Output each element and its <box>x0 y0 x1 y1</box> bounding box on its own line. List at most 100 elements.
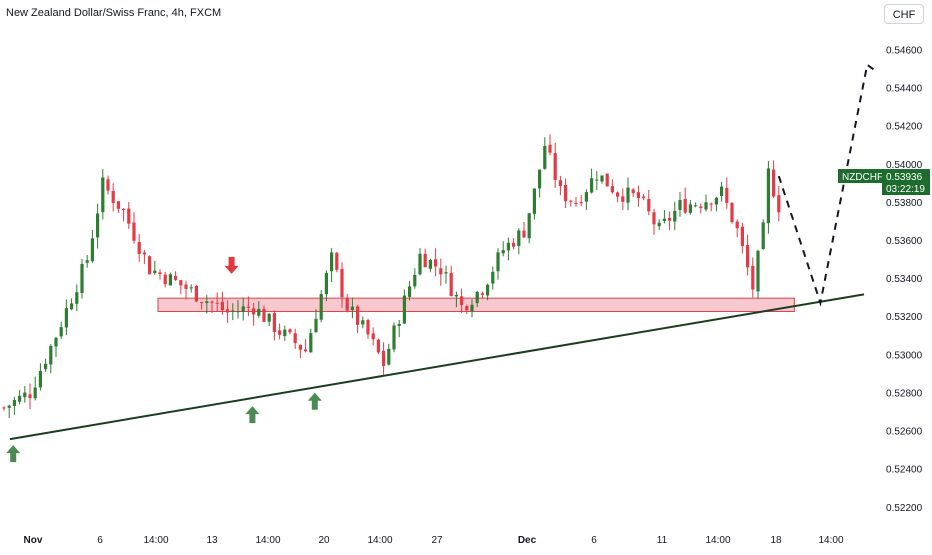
candle-body <box>267 313 271 322</box>
candle-body <box>174 275 178 280</box>
candle-body <box>158 272 162 275</box>
candle-body <box>127 208 131 224</box>
candle-body <box>657 222 661 227</box>
candle-body <box>574 202 578 204</box>
candle-body <box>309 333 313 353</box>
projection-path <box>777 63 879 307</box>
candle-body <box>704 202 708 210</box>
candle-body <box>111 190 115 204</box>
candle-body <box>647 198 651 212</box>
candle-body <box>725 187 729 203</box>
candle-body <box>735 221 739 229</box>
candle-body <box>200 302 204 304</box>
x-tick-label: 27 <box>431 535 443 546</box>
candle-body <box>122 209 126 211</box>
candle-body <box>44 363 48 370</box>
candle-body <box>423 253 427 268</box>
candle-body <box>314 318 318 333</box>
x-tick-label: Dec <box>518 535 537 546</box>
candle-body <box>746 244 750 268</box>
y-tick-label: 0.53600 <box>886 236 923 247</box>
candle-body <box>616 192 620 197</box>
candle-body <box>392 325 396 350</box>
candle-body <box>579 202 583 204</box>
candle-body <box>33 387 37 399</box>
candle-body <box>595 179 599 181</box>
candle-body <box>564 184 568 202</box>
candle-body <box>527 213 531 239</box>
x-tick-label: 20 <box>318 535 330 546</box>
candle-body <box>543 146 547 169</box>
candle-body <box>449 272 453 296</box>
candle-body <box>751 265 755 290</box>
candle-body <box>506 242 510 251</box>
candle-body <box>569 200 573 202</box>
candle-body <box>387 348 391 365</box>
candle-body <box>85 260 89 263</box>
candle-body <box>241 306 245 312</box>
candle-body <box>766 168 770 224</box>
x-tick-label: 6 <box>97 535 103 546</box>
candle-body <box>272 313 276 332</box>
candle-body <box>740 226 744 246</box>
candle-body <box>668 217 672 221</box>
candle-body <box>59 327 63 337</box>
candle-body <box>402 295 406 324</box>
candle-body <box>756 250 760 292</box>
candle-body <box>350 306 354 311</box>
candles-layer <box>2 134 781 418</box>
candle-body <box>610 186 614 193</box>
candle-body <box>486 284 490 296</box>
candle-body <box>293 333 297 344</box>
y-tick-label: 0.53200 <box>886 312 923 323</box>
candle-body <box>340 268 344 298</box>
candle-body <box>283 329 287 337</box>
y-tick-label: 0.54200 <box>886 122 923 133</box>
candle-body <box>688 204 692 213</box>
candle-body <box>418 253 422 275</box>
candle-body <box>652 212 656 225</box>
candle-body <box>397 323 401 327</box>
x-tick-label: 6 <box>591 535 597 546</box>
candle-body <box>517 230 521 247</box>
candle-body <box>439 268 443 275</box>
candle-body <box>70 303 74 310</box>
candle-body <box>720 186 724 197</box>
x-tick-label: 14:00 <box>367 535 392 546</box>
x-tick-label: 18 <box>770 535 782 546</box>
candle-body <box>501 250 505 254</box>
candle-body <box>662 218 666 221</box>
x-tick-label: Nov <box>24 535 43 546</box>
y-tick-label: 0.54000 <box>886 160 923 171</box>
candle-body <box>194 285 198 302</box>
candle-body <box>532 188 536 214</box>
candle-body <box>184 284 188 289</box>
candle-body <box>714 197 718 205</box>
candle-body <box>7 405 11 408</box>
candle-body <box>642 196 646 199</box>
candle-body <box>475 291 479 304</box>
candle-body <box>777 195 781 213</box>
candle-body <box>246 306 250 308</box>
candle-body <box>465 306 469 311</box>
candle-body <box>376 339 380 353</box>
candle-body <box>210 301 214 303</box>
down-arrow-icon <box>224 256 239 274</box>
candle-body <box>382 350 386 366</box>
trendline-layer <box>9 63 879 441</box>
candle-body <box>673 210 677 222</box>
candle-body <box>18 395 22 402</box>
candle-body <box>220 301 224 311</box>
symbol-tag <box>838 169 882 184</box>
y-tick-label: 0.53400 <box>886 274 923 285</box>
candle-body <box>413 274 417 287</box>
candle-body <box>205 301 209 304</box>
candle-body <box>231 310 235 312</box>
x-tick-label: 13 <box>206 535 218 546</box>
candle-body <box>335 252 339 270</box>
currency-button[interactable]: CHF <box>884 4 924 24</box>
y-tick-label: 0.52200 <box>886 503 923 514</box>
